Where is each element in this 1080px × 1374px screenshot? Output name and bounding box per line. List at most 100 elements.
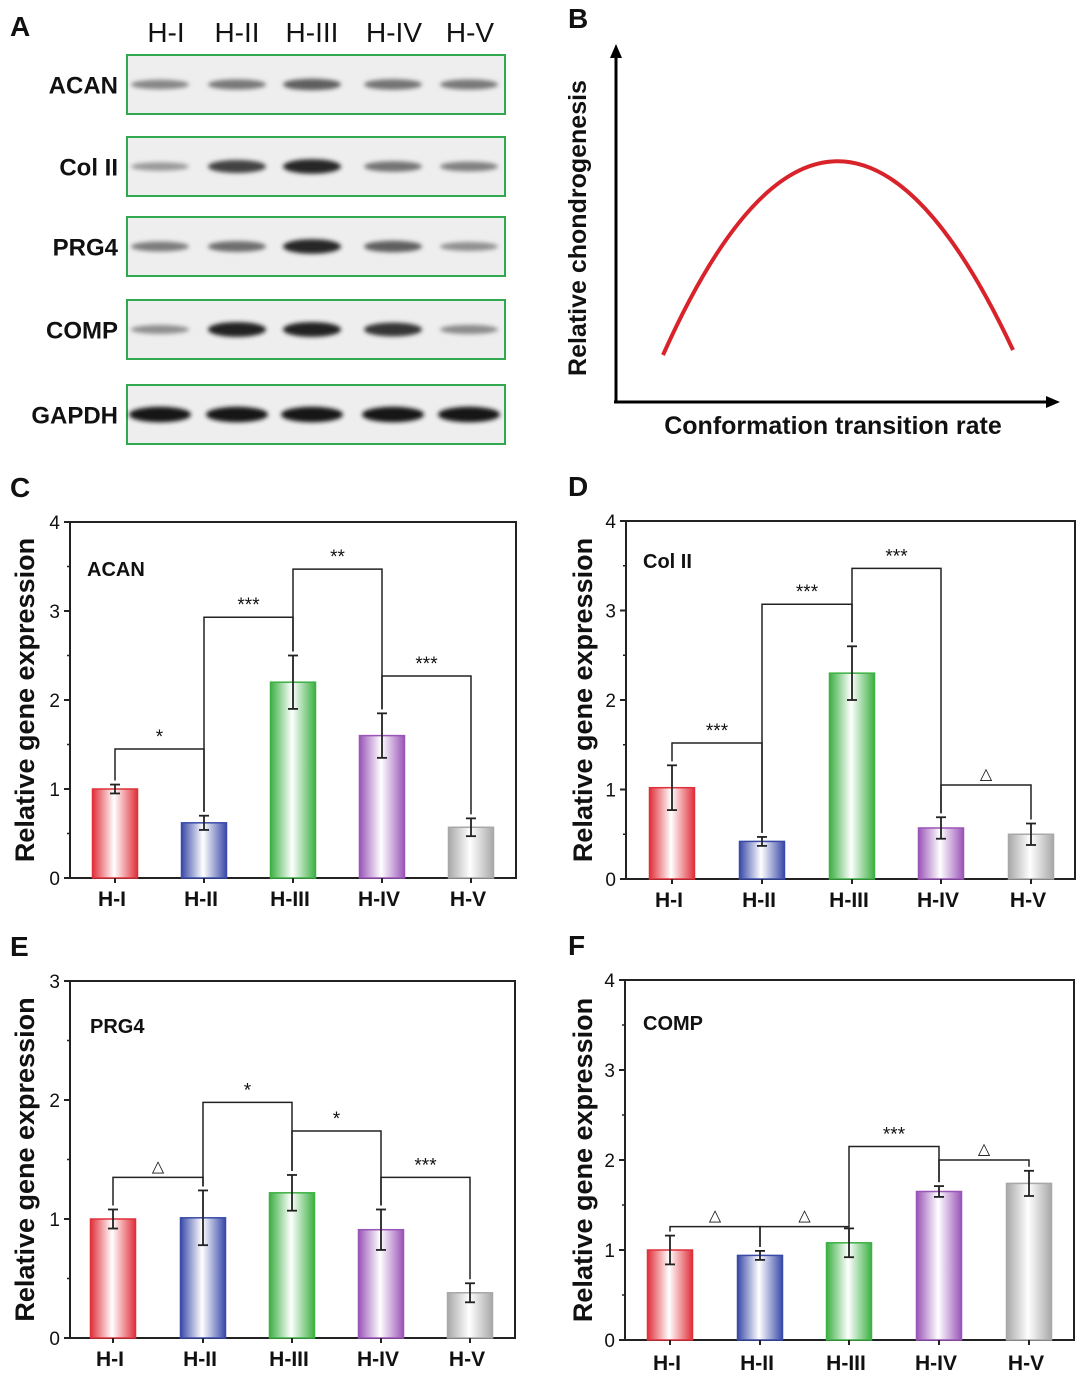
blot-band-comp-h-iii — [283, 322, 341, 337]
panel-label: D — [568, 471, 588, 502]
panel-b-x-label: Conformation transition rate — [664, 412, 1002, 440]
blot-label-comp: COMP — [46, 318, 118, 345]
blot-label-acan: ACAN — [49, 73, 118, 100]
blot-band-gapdh-h-i — [129, 406, 191, 423]
blot-band-gapdh-h-ii — [206, 406, 268, 423]
y-tick-label: 1 — [604, 1241, 615, 1262]
y-tick-label: 4 — [604, 971, 615, 992]
panel-a-label: A — [10, 11, 30, 42]
blot-band-acan-h-iv — [364, 79, 422, 90]
blot-band-col-ii-h-ii — [208, 160, 266, 173]
panel-e-bar-chart: E PRG4 0 1 2 3 Relative gene expression H-I H-II… — [10, 931, 516, 1371]
panel-f-bar-chart: F COMP 0 1 2 3 4 Relative gene expression H-I H-I… — [568, 930, 1075, 1374]
bracket-line — [202, 1101, 293, 1187]
significance-label: *** — [885, 546, 908, 567]
bar-h-i — [89, 1218, 137, 1339]
significance-bracket: △ — [940, 766, 1032, 820]
x-tick-label-h-i: H-I — [96, 1348, 124, 1371]
blot-label-col-ii: Col II — [59, 155, 118, 182]
x-tick-label-h-iv: H-IV — [358, 888, 400, 911]
panel-label: F — [568, 930, 585, 961]
y-axis-label: Relative gene expression — [10, 538, 40, 862]
bar-h-v — [1005, 1182, 1053, 1341]
blot-band-acan-h-ii — [208, 79, 266, 90]
bracket-line — [940, 784, 1032, 820]
significance-label: △ — [798, 1208, 811, 1225]
x-tick-label-h-iv: H-IV — [357, 1348, 399, 1371]
lane-header-h-iii: H-III — [286, 17, 339, 48]
x-tick-label-h-i: H-I — [653, 1352, 681, 1374]
bracket-line — [759, 1224, 850, 1247]
panel-b-curve — [661, 159, 1015, 356]
significance-label: * — [156, 727, 164, 748]
x-tick-label-h-iii: H-III — [269, 1348, 309, 1371]
significance-label: △ — [978, 1141, 991, 1158]
blot-band-col-ii-h-v — [440, 161, 498, 172]
bar-chart-panels: C ACAN 0 1 2 3 4 Relative gene expression H-I H-I… — [10, 471, 1076, 1374]
lane-header-h-ii: H-II — [214, 17, 259, 48]
bracket-line — [291, 1130, 382, 1206]
bracket-line — [112, 1176, 204, 1206]
significance-label: *** — [706, 721, 729, 742]
y-tick-label: 4 — [49, 513, 60, 534]
panel-label: C — [10, 472, 30, 503]
significance-bracket: *** — [851, 546, 942, 814]
lane-header-h-v: H-V — [446, 17, 495, 48]
significance-label: △ — [152, 1158, 165, 1175]
blot-band-comp-h-iv — [364, 322, 422, 337]
blot-band-acan-h-i — [131, 79, 189, 90]
y-tick-label: 1 — [49, 780, 60, 801]
gene-label: COMP — [643, 1013, 703, 1035]
panel-a-western-blot: A H-I H-II H-III H-IV H-V ACAN Col II PRG4 COMP… — [10, 11, 506, 445]
x-tick-label-h-iii: H-III — [829, 889, 869, 912]
significance-label: △ — [980, 766, 993, 783]
significance-label: * — [333, 1109, 341, 1130]
blot-band-comp-h-ii — [208, 322, 266, 337]
significance-label: *** — [415, 654, 438, 675]
y-tick-label: 0 — [49, 869, 60, 890]
significance-label: * — [244, 1080, 252, 1101]
significance-bracket: *** — [381, 654, 472, 815]
gene-label: PRG4 — [90, 1016, 145, 1038]
y-tick-label: 0 — [49, 1329, 60, 1350]
bar-h-ii — [180, 822, 228, 879]
x-tick-label-h-v: H-V — [450, 888, 486, 911]
y-tick-label: 2 — [605, 691, 616, 712]
significance-bracket: △ — [759, 1208, 850, 1247]
bar-h-iii — [828, 672, 876, 880]
significance-bracket: *** — [380, 1155, 471, 1280]
bracket-line — [381, 675, 472, 815]
blot-band-col-ii-h-iv — [364, 161, 422, 172]
significance-label: *** — [883, 1125, 906, 1146]
blot-band-acan-h-iii — [283, 78, 341, 91]
blot-band-prg4-h-v — [440, 242, 498, 251]
x-tick-label-h-ii: H-II — [184, 888, 218, 911]
lane-header-h-i: H-I — [147, 17, 184, 48]
panel-b-label: B — [568, 3, 588, 34]
gene-label: ACAN — [87, 559, 145, 581]
y-axis-label: Relative gene expression — [568, 538, 598, 862]
y-tick-label: 2 — [604, 1151, 615, 1172]
panel-b-y-arrow-icon — [610, 44, 622, 58]
blot-band-acan-h-v — [440, 79, 498, 90]
blot-row-col-ii: Col II — [59, 136, 506, 197]
panel-b-schematic: B Conformation transition rate Relative … — [564, 3, 1060, 440]
bar-h-ii — [738, 840, 786, 880]
bracket-line — [938, 1159, 1030, 1183]
panel-label: E — [10, 931, 29, 962]
significance-bracket: * — [291, 1109, 382, 1206]
y-axis-label: Relative gene expression — [10, 997, 40, 1321]
x-tick-label-h-i: H-I — [98, 888, 126, 911]
x-tick-label-h-iii: H-III — [826, 1352, 866, 1374]
y-tick-label: 4 — [605, 512, 616, 533]
panel-d-bar-chart: D Col II 0 1 2 3 4 Relative gene expression H-I H… — [568, 471, 1076, 912]
x-tick-label-h-ii: H-II — [183, 1348, 217, 1371]
blot-band-prg4-h-ii — [208, 241, 266, 252]
blot-band-gapdh-h-iii — [281, 406, 343, 423]
panel-c-bar-chart: C ACAN 0 1 2 3 4 Relative gene expression H-I H-I… — [10, 472, 517, 911]
blot-row-gapdh: GAPDH — [31, 384, 506, 445]
y-tick-label: 0 — [604, 1331, 615, 1352]
significance-bracket: △ — [938, 1141, 1030, 1183]
bar-h-iv — [915, 1190, 963, 1341]
